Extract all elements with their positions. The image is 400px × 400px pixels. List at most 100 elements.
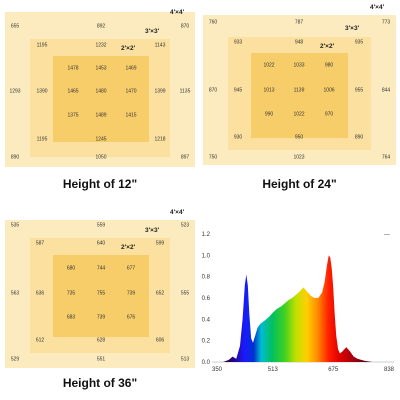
y-tick-label: 1.0 — [202, 253, 211, 259]
x-tick-label: 838 — [384, 367, 395, 373]
y-tick-label: 0.2 — [202, 339, 211, 345]
label-2x2: 2'×2' — [121, 45, 136, 52]
value-cell: 1033 — [293, 62, 305, 69]
label-3x3: 3'×3' — [145, 227, 160, 234]
x-tick-label: 675 — [328, 367, 339, 373]
value-cell: 890 — [10, 154, 20, 161]
label-4x4: 4'×4' — [170, 209, 185, 216]
value-cell: 683 — [66, 314, 76, 321]
caption-height-36: Height of 36" — [62, 376, 138, 390]
value-cell: 640 — [96, 240, 106, 247]
value-cell: 1465 — [67, 88, 79, 95]
value-cell: 628 — [96, 337, 106, 344]
value-cell: 1245 — [95, 136, 107, 143]
value-cell: 677 — [126, 265, 136, 272]
y-tick-label: 0.0 — [202, 360, 211, 366]
value-cell: 1006 — [323, 87, 335, 94]
y-tick-label: 0.4 — [202, 317, 211, 323]
value-cell: 930 — [233, 134, 243, 141]
value-cell: 1375 — [67, 112, 79, 119]
value-cell: 1135 — [179, 88, 191, 95]
grid-2x2 — [53, 255, 149, 337]
value-cell: 1480 — [95, 88, 107, 95]
legend-text: --- — [384, 232, 390, 238]
value-cell: 1218 — [154, 136, 166, 143]
value-cell: 529 — [10, 356, 20, 363]
label-3x3: 3'×3' — [345, 25, 360, 32]
grid-2x2 — [53, 56, 149, 142]
value-cell: 1489 — [95, 112, 107, 119]
value-cell: 890 — [354, 134, 364, 141]
value-cell: 1390 — [36, 88, 48, 95]
panel-height-24: 4'×4' 3'×3' 2'×2' 760 787 773 870 844 75… — [203, 4, 396, 165]
y-tick-label: 1.2 — [202, 232, 211, 238]
value-cell: 980 — [324, 62, 334, 69]
value-cell: 1478 — [67, 65, 79, 72]
value-cell: 652 — [155, 290, 165, 297]
value-cell: 787 — [294, 19, 304, 26]
label-4x4: 4'×4' — [370, 4, 385, 11]
value-cell: 523 — [180, 222, 190, 229]
value-cell: 948 — [294, 39, 304, 46]
value-cell: 655 — [10, 23, 20, 30]
value-cell: 599 — [155, 240, 165, 247]
value-cell: 870 — [180, 23, 190, 30]
value-cell: 1022 — [293, 111, 305, 118]
value-cell: 897 — [180, 154, 190, 161]
value-cell: 892 — [96, 23, 106, 30]
value-cell: 764 — [381, 154, 391, 161]
value-cell: 870 — [208, 87, 218, 94]
caption-height-12: Height of 12" — [62, 177, 138, 191]
value-cell: 970 — [324, 111, 334, 118]
value-cell: 1469 — [125, 65, 137, 72]
value-cell: 1023 — [293, 154, 305, 161]
value-cell: 1050 — [95, 154, 107, 161]
value-cell: 587 — [35, 240, 45, 247]
x-tick-label: 513 — [268, 367, 279, 373]
value-cell: 1399 — [154, 88, 166, 95]
label-3x3: 3'×3' — [145, 28, 160, 35]
value-cell: 744 — [96, 265, 106, 272]
value-cell: 555 — [180, 290, 190, 297]
value-cell: 676 — [126, 314, 136, 321]
value-cell: 606 — [155, 337, 165, 344]
value-cell: 945 — [233, 87, 243, 94]
x-tick-label: 350 — [212, 367, 223, 373]
value-cell: 1022 — [263, 62, 275, 69]
panel-height-36: 4'×4' 3'×3' 2'×2' 535 559 523 563 555 52… — [5, 209, 195, 368]
value-cell: 735 — [66, 290, 76, 297]
value-cell: 1195 — [36, 42, 48, 49]
value-cell: 513 — [180, 356, 190, 363]
value-cell: 680 — [66, 265, 76, 272]
label-2x2: 2'×2' — [121, 244, 136, 251]
value-cell: 990 — [264, 111, 274, 118]
y-tick-label: 0.8 — [202, 275, 211, 281]
value-cell: 1013 — [263, 87, 275, 94]
value-cell: 1195 — [36, 136, 48, 143]
value-cell: 1139 — [293, 87, 305, 94]
caption-height-24: Height of 24" — [262, 177, 337, 191]
value-cell: 612 — [35, 337, 45, 344]
value-cell: 563 — [10, 290, 20, 297]
value-cell: 1470 — [125, 88, 137, 95]
value-cell: 760 — [208, 19, 218, 26]
y-tick-label: 0.6 — [202, 296, 211, 302]
value-cell: 1232 — [95, 42, 107, 49]
value-cell: 844 — [381, 87, 391, 94]
spectrum-area — [212, 255, 394, 362]
value-cell: 750 — [208, 154, 218, 161]
value-cell: 739 — [126, 290, 136, 297]
panel-height-12: 4'×4' 3'×3' 2'×2' 655 892 870 1293 1135 … — [5, 9, 195, 167]
value-cell: 955 — [354, 87, 364, 94]
value-cell: 950 — [294, 134, 304, 141]
value-cell: 755 — [96, 290, 106, 297]
value-cell: 535 — [10, 222, 20, 229]
value-cell: 559 — [96, 222, 106, 229]
label-4x4: 4'×4' — [170, 9, 185, 16]
x-axis: 350 513 675 838 — [212, 367, 395, 373]
value-cell: 1415 — [125, 112, 137, 119]
y-axis: 0.0 0.2 0.4 0.6 0.8 1.0 1.2 — [202, 232, 211, 366]
value-cell: 739 — [96, 314, 106, 321]
value-cell: 935 — [354, 39, 364, 46]
grid-2x2 — [251, 53, 348, 138]
